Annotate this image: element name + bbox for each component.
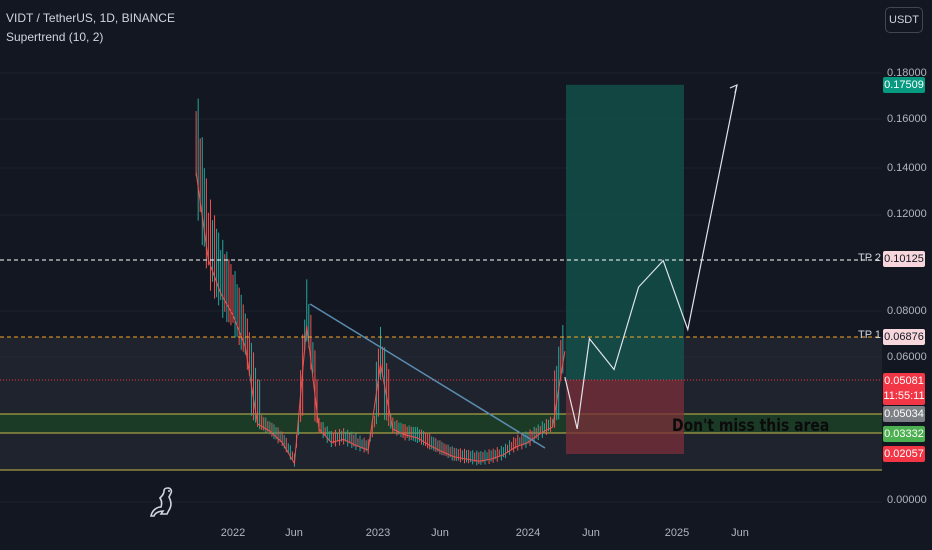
y-tick-label: 0.00000: [887, 494, 927, 506]
y-tick-label: 0.12000: [887, 208, 927, 220]
x-tick-label: Jun: [731, 527, 749, 539]
stop-price-badge: 0.02057: [883, 446, 925, 462]
last-price-badge: 0.05081 11:55:11: [883, 373, 925, 405]
target-price-badge: 0.17509: [883, 77, 925, 93]
tradingview-logo-icon[interactable]: [150, 486, 178, 520]
tp1-price-badge: 0.06876: [883, 329, 925, 345]
projection-arrowhead: [729, 83, 738, 94]
bar-countdown: 11:55:11: [883, 390, 925, 402]
x-tick-label: 2025: [664, 527, 690, 539]
y-tick-label: 0.08000: [887, 305, 927, 317]
chart-overlays: [0, 83, 882, 449]
x-tick-label: 2023: [365, 527, 391, 539]
last-price-value: 0.05081: [884, 375, 924, 387]
tp2-price-badge: 0.10125: [883, 251, 925, 267]
chart-legend: VIDT / TetherUS, 1D, BINANCE Supertrend …: [6, 9, 175, 47]
loss-zone-box: [566, 380, 684, 454]
y-tick-label: 0.06000: [887, 351, 927, 363]
trendline: [309, 303, 546, 449]
price-series: [195, 98, 566, 467]
position-boxes: [0, 84, 882, 471]
chart-annotation[interactable]: Don't miss this area: [672, 416, 830, 436]
tp1-label: TP 1: [858, 329, 882, 341]
x-tick-label: 2024: [515, 527, 541, 539]
zone-top-badge: 0.05034: [883, 406, 925, 422]
projection-path: [564, 84, 738, 430]
symbol-title[interactable]: VIDT / TetherUS, 1D, BINANCE: [6, 11, 175, 25]
x-tick-label: Jun: [431, 527, 449, 539]
tp2-label: TP 2: [858, 252, 882, 264]
zone-bottom-badge: 0.03332: [883, 426, 925, 442]
x-tick-label: Jun: [582, 527, 600, 539]
profit-zone-box: [566, 84, 684, 380]
indicator-title[interactable]: Supertrend (10, 2): [6, 30, 104, 44]
y-tick-label: 0.16000: [887, 113, 927, 125]
x-tick-label: 2022: [220, 527, 246, 539]
supertrend-line: [195, 172, 566, 465]
x-tick-label: Jun: [285, 527, 303, 539]
range-zone: [0, 337, 882, 414]
y-tick-label: 0.18000: [887, 67, 927, 79]
y-tick-label: 0.14000: [887, 162, 927, 174]
currency-button[interactable]: USDT: [885, 7, 923, 33]
